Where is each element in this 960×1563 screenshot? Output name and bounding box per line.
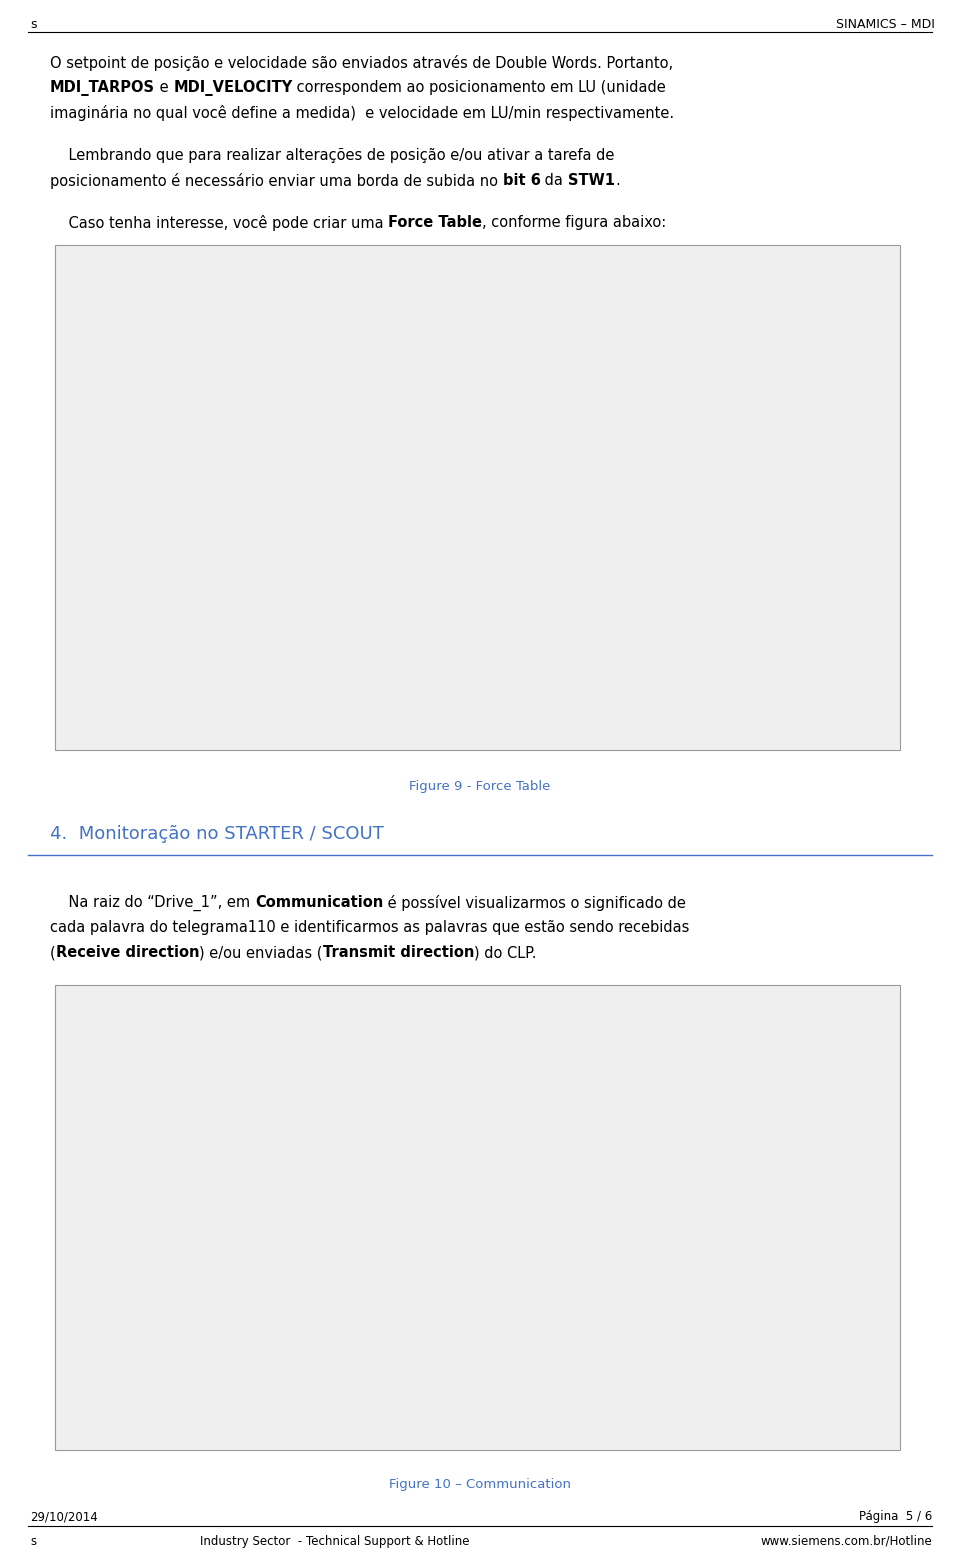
Text: MDI_VELOCITY: MDI_VELOCITY [173, 80, 293, 95]
Text: s: s [30, 1535, 36, 1547]
Text: .: . [615, 173, 620, 188]
Text: 29/10/2014: 29/10/2014 [30, 1510, 98, 1522]
Text: Figure 9 - Force Table: Figure 9 - Force Table [409, 780, 551, 792]
Text: ) do CLP.: ) do CLP. [474, 946, 537, 960]
Text: cada palavra do telegrama110 e identificarmos as palavras que estão sendo recebi: cada palavra do telegrama110 e identific… [50, 921, 689, 935]
Text: correspondem ao posicionamento em LU (unidade: correspondem ao posicionamento em LU (un… [293, 80, 666, 95]
Text: posicionamento é necessário enviar uma borda de subida no: posicionamento é necessário enviar uma b… [50, 173, 503, 189]
Text: Transmit direction: Transmit direction [323, 946, 474, 960]
Text: Communication: Communication [254, 896, 383, 910]
Text: Na raiz do “Drive_1”, em: Na raiz do “Drive_1”, em [50, 896, 254, 911]
Bar [55, 985, 900, 1450]
Text: s: s [30, 19, 36, 31]
Text: MDI_TARPOS: MDI_TARPOS [50, 80, 155, 95]
Text: da: da [540, 173, 568, 188]
Text: O setpoint de posição e velocidade são enviados através de Double Words. Portant: O setpoint de posição e velocidade são e… [50, 55, 673, 70]
Text: Figure 10 – Communication: Figure 10 – Communication [389, 1479, 571, 1491]
Text: (: ( [50, 946, 56, 960]
Bar [55, 245, 900, 750]
Text: STW1: STW1 [568, 173, 615, 188]
Text: é possível visualizarmos o significado de: é possível visualizarmos o significado d… [383, 896, 685, 911]
Text: Lembrando que para realizar alterações de posição e/ou ativar a tarefa de: Lembrando que para realizar alterações d… [50, 148, 614, 163]
Text: e: e [155, 80, 173, 95]
Text: Receive direction: Receive direction [56, 946, 200, 960]
Text: Caso tenha interesse, você pode criar uma: Caso tenha interesse, você pode criar um… [50, 216, 388, 231]
Text: www.siemens.com.br/Hotline: www.siemens.com.br/Hotline [760, 1535, 932, 1547]
Text: 4.  Monitoração no STARTER / SCOUT: 4. Monitoração no STARTER / SCOUT [50, 825, 384, 842]
Text: , conforme figura abaixo:: , conforme figura abaixo: [482, 216, 666, 230]
Text: ) e/ou enviadas (: ) e/ou enviadas ( [200, 946, 323, 960]
Text: imaginária no qual você define a medida)  e velocidade em LU/min respectivamente: imaginária no qual você define a medida)… [50, 105, 674, 120]
Text: Force Table: Force Table [388, 216, 482, 230]
Text: bit 6: bit 6 [503, 173, 540, 188]
Text: Industry Sector  - Technical Support & Hotline: Industry Sector - Technical Support & Ho… [200, 1535, 469, 1547]
Text: SINAMICS – MDI: SINAMICS – MDI [836, 19, 935, 31]
Text: Página  5 / 6: Página 5 / 6 [859, 1510, 932, 1522]
